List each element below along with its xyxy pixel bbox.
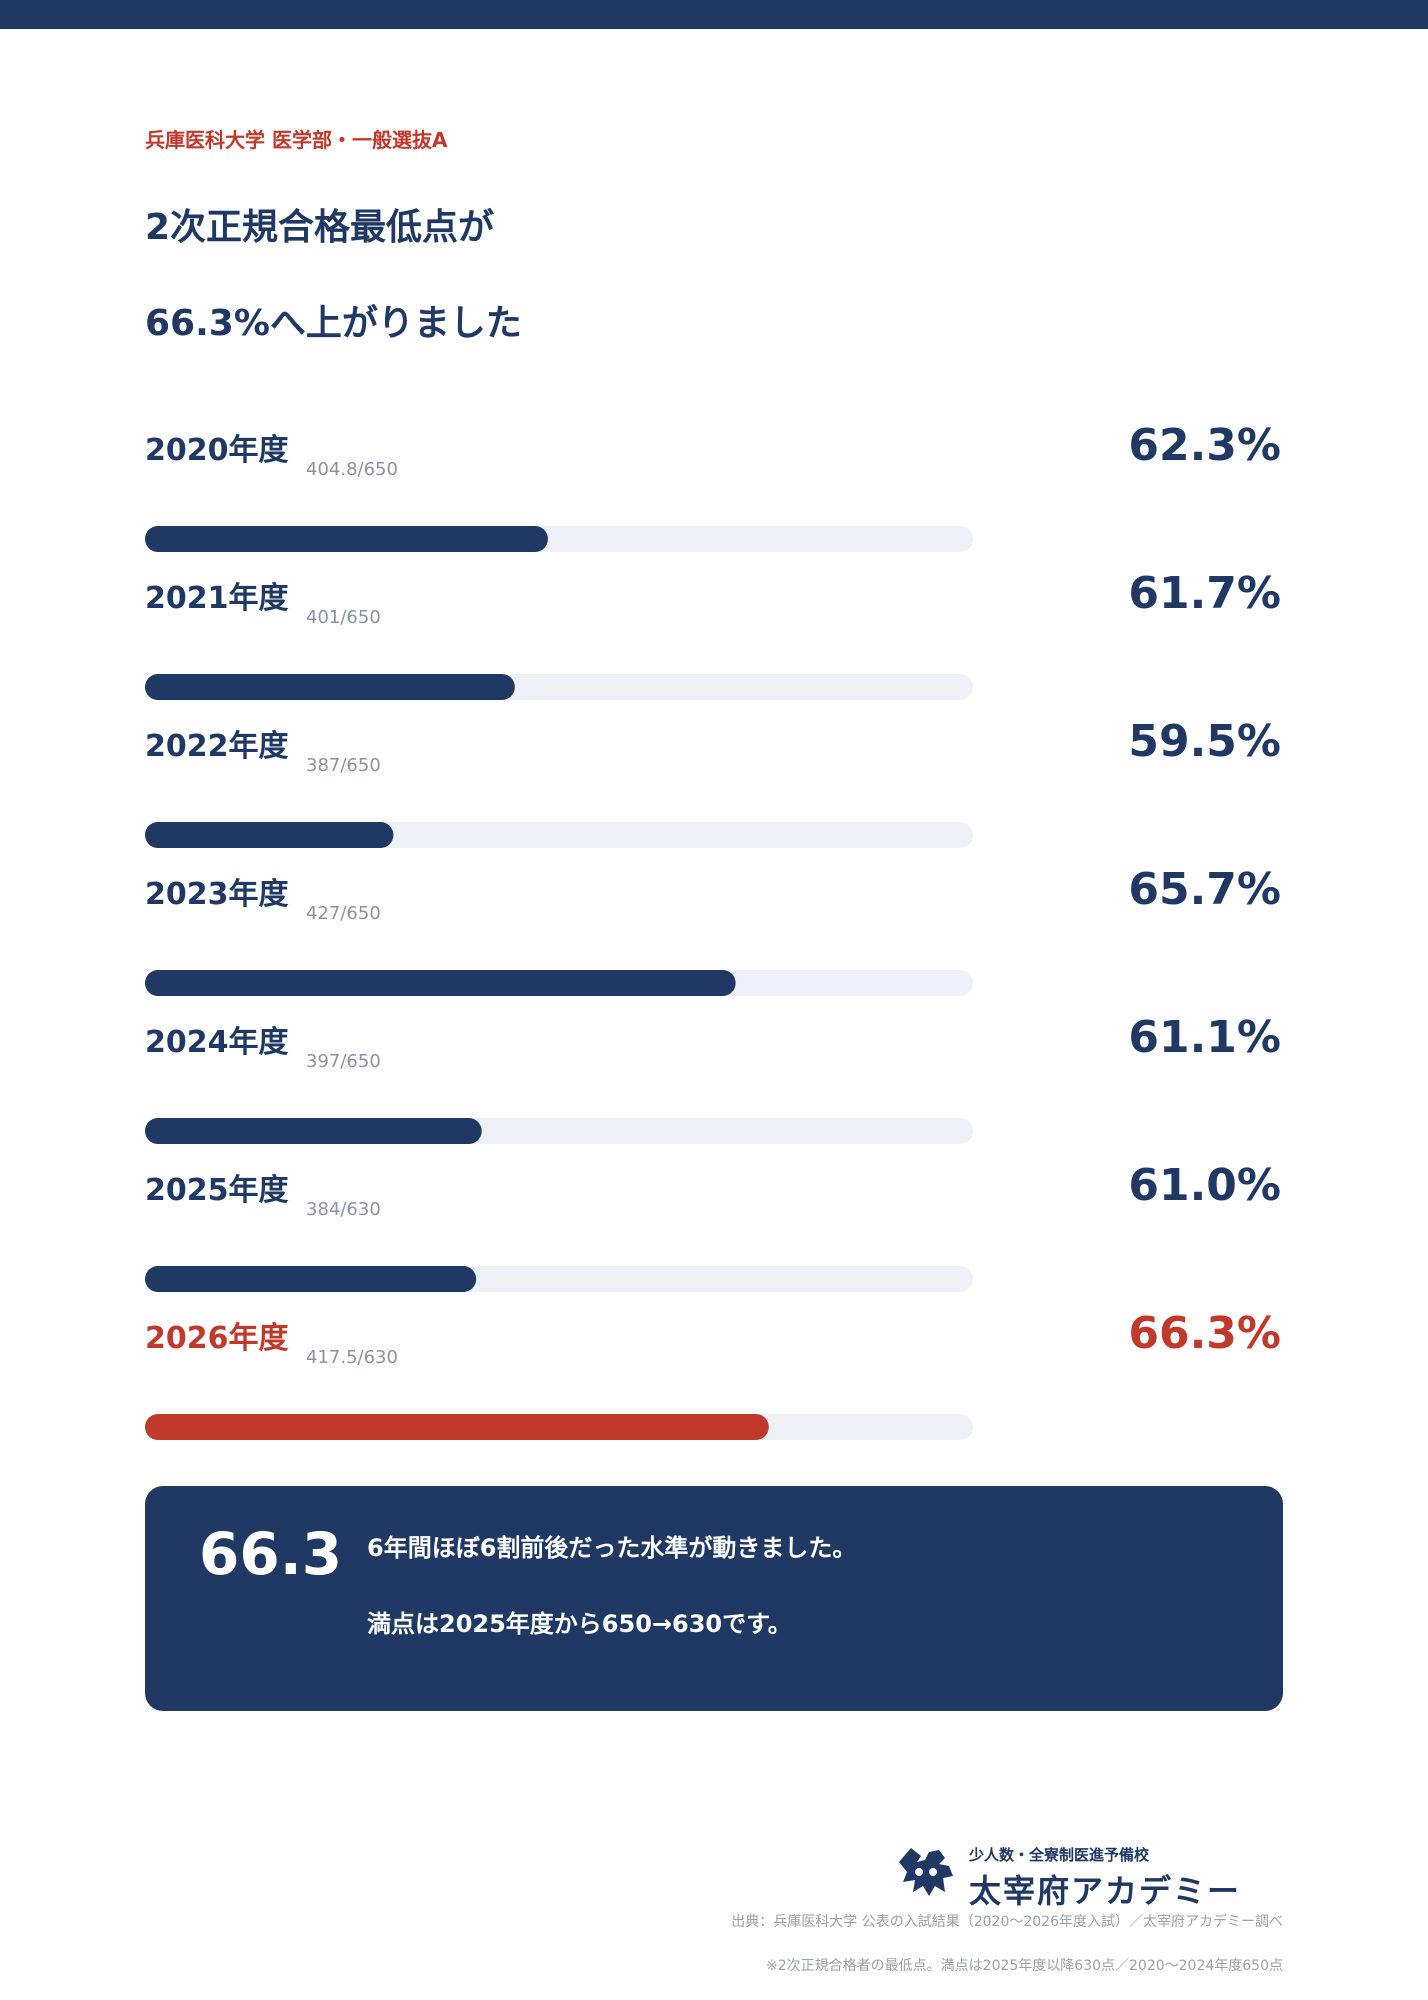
bar-score-label: 387/650 — [306, 755, 381, 776]
bar-score-label: 427/650 — [306, 903, 381, 924]
bar-fill — [145, 822, 394, 848]
bar-value-label: 61.7% — [1128, 568, 1281, 619]
brand-logo: 少人数・全寮制医進予備校 太宰府アカデミー — [883, 1836, 1283, 1910]
bar-value-label: 62.3% — [1128, 420, 1281, 471]
summary-callout: 66.3 6年間ほぼ6割前後だった水準が動きました。 満点は2025年度から65… — [145, 1486, 1283, 1711]
bar-score-label: 404.8/650 — [306, 459, 398, 480]
bar-category-label: 2023年度 — [145, 877, 289, 912]
bar-score-label: 384/630 — [306, 1199, 381, 1220]
bar-category-label: 2024年度 — [145, 1025, 289, 1060]
headline-line-1: 2次正規合格最低点が — [145, 207, 495, 248]
dazaifu-logo-icon — [899, 1848, 953, 1896]
bar-category-label: 2026年度 — [145, 1321, 289, 1356]
bar-score-label: 401/650 — [306, 607, 381, 628]
bar-fill — [145, 970, 736, 996]
brand-name: 太宰府アカデミー — [969, 1872, 1242, 1910]
footnote: ※2次正規合格者の最低点。満点は2025年度以降630点／2020〜2024年度… — [766, 1958, 1283, 1974]
callout-big-value: 66.3 — [199, 1520, 343, 1588]
bar-category-label: 2025年度 — [145, 1173, 289, 1208]
bar-value-label: 66.3% — [1128, 1308, 1281, 1359]
bar-value-label: 61.1% — [1128, 1012, 1281, 1063]
bar-fill — [145, 674, 515, 700]
bar-category-label: 2020年度 — [145, 433, 289, 468]
bar-score-label: 417.5/630 — [306, 1347, 398, 1368]
brand-tagline: 少人数・全寮制医進予備校 — [969, 1846, 1150, 1864]
source-note: 出典：兵庫医科大学 公表の入試結果（2020〜2026年度入試）／太宰府アカデミ… — [731, 1914, 1283, 1930]
bar-value-label: 65.7% — [1128, 864, 1281, 915]
bar-value-label: 61.0% — [1128, 1160, 1281, 1211]
bar-category-label: 2022年度 — [145, 729, 289, 764]
bar-fill — [145, 526, 548, 552]
top-accent-bar — [0, 0, 1428, 29]
headline-line-2: 66.3%へ上がりました — [145, 303, 522, 344]
bar-fill — [145, 1414, 769, 1440]
bar-value-label: 59.5% — [1128, 716, 1281, 767]
bar-chart: 2020年度 404.8/650 62.3% 2021年度 401/650 61.7% 20… — [145, 420, 1281, 1440]
bar-fill — [145, 1266, 477, 1292]
page-subtitle: 兵庫医科大学 医学部・一般選抜A — [145, 128, 448, 152]
callout-line-2: 満点は2025年度から650→630です。 — [367, 1610, 792, 1638]
bar-fill — [145, 1118, 482, 1144]
bar-score-label: 397/650 — [306, 1051, 381, 1072]
callout-line-1: 6年間ほぼ6割前後だった水準が動きました。 — [367, 1534, 857, 1562]
bar-category-label: 2021年度 — [145, 581, 289, 616]
